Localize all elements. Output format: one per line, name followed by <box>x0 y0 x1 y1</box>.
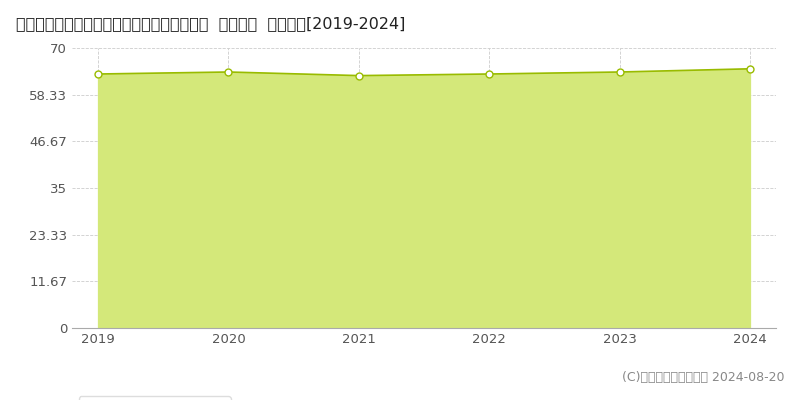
Point <box>92 71 105 77</box>
Point <box>353 72 366 79</box>
Point <box>482 71 495 77</box>
Point <box>743 66 756 72</box>
Text: 愛知県名古屋市緯区南大高２丁目１１２番外  地価公示  地価推移[2019-2024]: 愛知県名古屋市緯区南大高２丁目１１２番外 地価公示 地価推移[2019-2024… <box>16 16 406 31</box>
Point <box>613 69 626 75</box>
Text: (C)土地価格ドットコム 2024-08-20: (C)土地価格ドットコム 2024-08-20 <box>622 371 784 384</box>
Legend: 地価公示 平均坊単価(万円/坊): 地価公示 平均坊単価(万円/坊) <box>78 396 230 400</box>
Point <box>222 69 235 75</box>
